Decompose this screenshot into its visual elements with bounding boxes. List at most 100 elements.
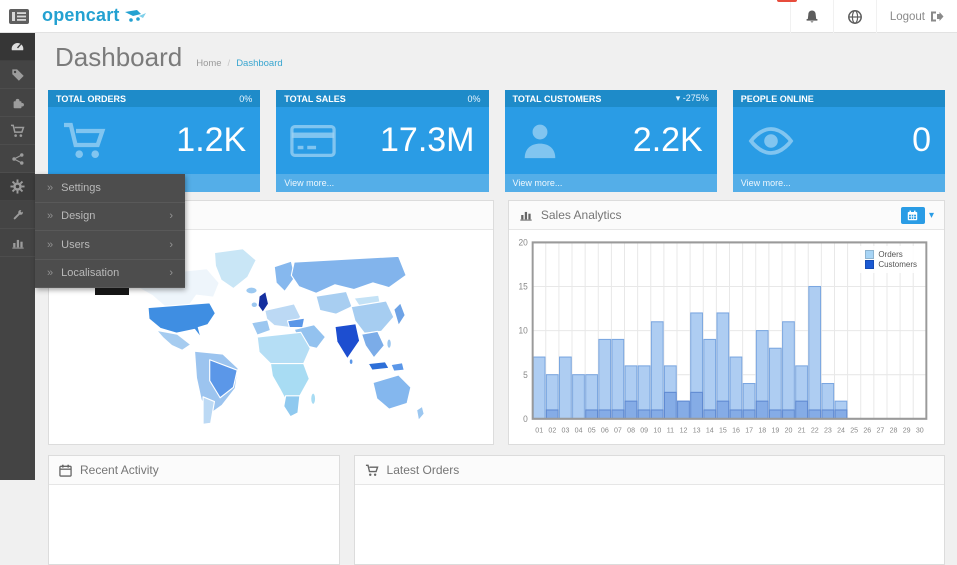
- svg-text:07: 07: [614, 425, 622, 434]
- sales-analytics-panel: Sales Analytics ▾: [507, 200, 945, 445]
- svg-text:12: 12: [679, 425, 687, 434]
- svg-text:27: 27: [876, 425, 884, 434]
- shopping-cart-icon: [365, 464, 379, 476]
- breadcrumb-home-link[interactable]: Home: [196, 58, 222, 69]
- sidebar-item-tools[interactable]: [0, 201, 35, 229]
- tile-total-customers: TOTAL CUSTOMERS ▾ -275% 2.2K View more..…: [504, 90, 717, 192]
- svg-text:13: 13: [693, 425, 701, 434]
- sidebar-nav: [0, 33, 35, 480]
- double-chevron-icon: »: [47, 267, 54, 280]
- sidebar-item-extensions[interactable]: [0, 89, 35, 117]
- opencart-logo[interactable]: opencart: [42, 5, 148, 26]
- stat-tiles-row: TOTAL ORDERS 0% 1.2K View more... TOTAL …: [48, 90, 945, 192]
- tile-value: 1.2K: [176, 121, 247, 159]
- sidebar-item-marketing[interactable]: [0, 145, 35, 173]
- tag-icon: [11, 68, 24, 81]
- svg-text:28: 28: [889, 425, 897, 434]
- view-more-link[interactable]: View more...: [732, 174, 945, 192]
- menu-item-label: Localisation: [61, 267, 120, 280]
- view-more-link[interactable]: View more...: [504, 174, 717, 192]
- sidebar-item-system[interactable]: [0, 173, 35, 201]
- sidebar-item-reports[interactable]: [0, 229, 35, 257]
- sales-analytics-title: Sales Analytics: [540, 208, 622, 222]
- shopping-cart-icon: [10, 124, 25, 137]
- world-map-svg: [115, 248, 425, 425]
- recent-activity-header: Recent Activity: [49, 456, 339, 485]
- svg-text:18: 18: [758, 425, 766, 434]
- hamburger-icon: [9, 9, 29, 24]
- middle-panels-row: Sales Analytics ▾: [48, 200, 945, 445]
- svg-text:17: 17: [745, 425, 753, 434]
- breadcrumb-current-link[interactable]: Dashboard: [236, 58, 283, 69]
- date-range-button[interactable]: ▾: [900, 206, 934, 224]
- svg-text:29: 29: [903, 425, 911, 434]
- tile-title: PEOPLE ONLINE: [740, 93, 814, 104]
- top-right-controls: 521 Logout: [776, 0, 957, 33]
- tile-title: TOTAL ORDERS: [56, 93, 127, 104]
- chevron-right-icon: ›: [169, 267, 173, 280]
- menu-item-localisation[interactable]: » Localisation ›: [35, 260, 185, 288]
- sidebar-item-sales[interactable]: [0, 117, 35, 145]
- svg-text:23: 23: [824, 425, 832, 434]
- share-icon: [11, 152, 24, 165]
- breadcrumb-separator: /: [227, 58, 231, 69]
- svg-text:16: 16: [732, 425, 740, 434]
- menu-item-label: Settings: [61, 181, 101, 194]
- menu-item-label: Users: [61, 238, 90, 251]
- caret-down-icon: ▾: [928, 209, 934, 221]
- sidebar-item-catalog[interactable]: [0, 61, 35, 89]
- menu-item-design[interactable]: » Design ›: [35, 203, 185, 231]
- gear-icon: [10, 179, 25, 194]
- double-chevron-icon: »: [47, 210, 54, 223]
- svg-text:25: 25: [850, 425, 858, 434]
- notifications-badge: 521: [776, 0, 797, 2]
- double-chevron-icon: »: [47, 238, 54, 251]
- svg-text:24: 24: [837, 425, 845, 434]
- recent-activity-panel: Recent Activity: [48, 455, 340, 565]
- latest-orders-panel: Latest Orders: [353, 455, 945, 565]
- svg-text:19: 19: [771, 425, 779, 434]
- legend-label-customers: Customers: [878, 260, 917, 269]
- calendar-icon: [59, 464, 72, 477]
- svg-text:21: 21: [798, 425, 806, 434]
- svg-text:20: 20: [518, 237, 527, 247]
- store-front-button[interactable]: [832, 0, 876, 33]
- svg-text:03: 03: [561, 425, 569, 434]
- svg-text:04: 04: [574, 425, 582, 434]
- world-map-panel: [48, 200, 494, 445]
- sales-analytics-header: Sales Analytics ▾: [508, 201, 944, 230]
- svg-text:09: 09: [640, 425, 648, 434]
- notifications-button[interactable]: 521: [776, 0, 833, 33]
- menu-item-users[interactable]: » Users ›: [35, 231, 185, 260]
- legend-swatch-orders: [865, 250, 875, 259]
- credit-card-icon: [290, 124, 336, 157]
- sales-chart-area: Orders Customers 0 5 10 15 20 01 02 03 04 05 06 07 0…: [509, 230, 944, 444]
- sidebar-toggle-button[interactable]: [8, 8, 30, 25]
- calendar-icon: [908, 210, 918, 220]
- logout-button[interactable]: Logout: [875, 0, 957, 33]
- bar-chart-icon: [520, 211, 532, 221]
- svg-text:10: 10: [653, 425, 661, 434]
- sign-out-icon: [931, 11, 944, 22]
- latest-orders-header: Latest Orders: [354, 456, 944, 485]
- bar-chart-icon: [11, 239, 24, 249]
- svg-text:20: 20: [784, 425, 792, 434]
- latest-orders-title: Latest Orders: [386, 463, 460, 477]
- menu-item-settings[interactable]: » Settings: [35, 174, 185, 203]
- tile-value: 0: [912, 121, 931, 159]
- tile-change: 0%: [467, 93, 481, 104]
- double-chevron-icon: »: [47, 181, 54, 194]
- legend-swatch-customers: [865, 260, 875, 269]
- system-flyout-menu: » Settings » Design › » Users › » Locali…: [35, 174, 185, 295]
- view-more-link[interactable]: View more...: [276, 174, 489, 192]
- top-bar: opencart 521 Logout: [0, 0, 957, 33]
- tile-title: TOTAL SALES: [284, 93, 346, 104]
- shopping-cart-icon: [64, 122, 106, 158]
- tile-change: 0%: [239, 93, 253, 104]
- page-heading-row: Dashboard Home / Dashboard: [55, 42, 283, 73]
- tile-value: 17.3M: [380, 121, 475, 159]
- tile-change: ▾ -275%: [675, 93, 709, 103]
- svg-text:01: 01: [535, 425, 543, 434]
- sidebar-item-dashboard[interactable]: [0, 33, 35, 61]
- bottom-panels-row: Recent Activity Latest Orders: [48, 455, 945, 565]
